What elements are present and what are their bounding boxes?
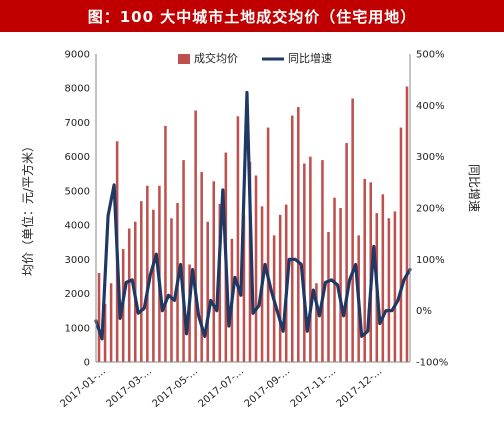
bar [321, 160, 324, 362]
bar [212, 181, 216, 362]
bar [140, 201, 143, 362]
bar [248, 161, 252, 362]
y-tick-label: 6000 [65, 152, 90, 163]
bar [327, 231, 330, 362]
y2-tick-label: 500% [416, 50, 445, 61]
bar [381, 194, 385, 362]
bar [127, 228, 131, 362]
bar [333, 197, 336, 362]
y2-tick-label: 200% [416, 204, 445, 215]
bar [109, 283, 113, 362]
x-tick-label: 2017-01-… [58, 366, 108, 410]
y-tick-label: 0 [84, 358, 90, 369]
growth-line [94, 90, 412, 341]
legend-label-bar: 成交均价 [194, 51, 238, 65]
bar [170, 218, 173, 362]
y-tick-label: 9000 [65, 50, 90, 61]
y2-tick-label: 400% [416, 101, 445, 112]
y-tick-label: 7000 [65, 118, 90, 129]
y-tick-label: 5000 [65, 186, 90, 197]
y-tick-label: 4000 [65, 221, 90, 232]
bar [339, 208, 342, 362]
bar [206, 221, 209, 362]
bar [363, 178, 366, 362]
y-axis-title: 均价（单位：元/平方米） [20, 140, 35, 276]
y2-tick-label: 0% [416, 306, 432, 317]
bar [200, 172, 203, 362]
x-tick-label: 2017-12-… [335, 366, 385, 410]
bar [278, 214, 282, 362]
y-tick-label: 8000 [65, 84, 90, 95]
combo-chart: 成交均价 同比增速 0100020003000400050006000700080… [20, 50, 481, 410]
bar [103, 303, 107, 362]
bar [194, 110, 197, 362]
bar [345, 142, 348, 362]
bar [297, 107, 300, 362]
y2-axis-title: 同比增速 [467, 164, 481, 212]
line-series [94, 90, 412, 341]
bar [290, 115, 294, 362]
legend: 成交均价 同比增速 [178, 51, 332, 65]
bar [218, 203, 222, 362]
bar [146, 185, 149, 362]
x-tick-label: 2017-03-… [104, 366, 154, 410]
bar [393, 211, 397, 362]
bar [303, 163, 306, 362]
y2-tick-label: -100% [416, 358, 448, 369]
bar [97, 273, 101, 362]
chart-title-bar: 图：100 大中城市土地成交均价（住宅用地） [0, 0, 504, 32]
x-tick-label: 2017-11-… [289, 366, 339, 410]
x-tick-label: 2017-05-… [151, 366, 201, 410]
chart-title: 图：100 大中城市土地成交均价（住宅用地） [87, 7, 417, 26]
y2-tick-label: 300% [416, 152, 445, 163]
bar [315, 283, 318, 362]
legend-swatch-bar [178, 54, 190, 64]
bar [164, 125, 167, 363]
y2-tick-label: 100% [416, 255, 445, 266]
bar [399, 127, 403, 362]
bar [405, 86, 409, 362]
bar [182, 160, 185, 362]
y-tick-label: 1000 [65, 323, 90, 334]
bar [254, 175, 258, 362]
bar [266, 127, 270, 362]
x-tick-label: 2017-07-… [197, 366, 247, 410]
y-tick-label: 2000 [65, 289, 90, 300]
bar [309, 156, 312, 362]
bar [387, 218, 391, 362]
y-tick-label: 3000 [65, 255, 90, 266]
x-tick-label: 2017-09-… [243, 366, 293, 410]
bar [152, 209, 155, 362]
bar [236, 116, 240, 362]
bar [242, 214, 246, 362]
bar [351, 98, 354, 363]
legend-label-line: 同比增速 [288, 51, 332, 65]
